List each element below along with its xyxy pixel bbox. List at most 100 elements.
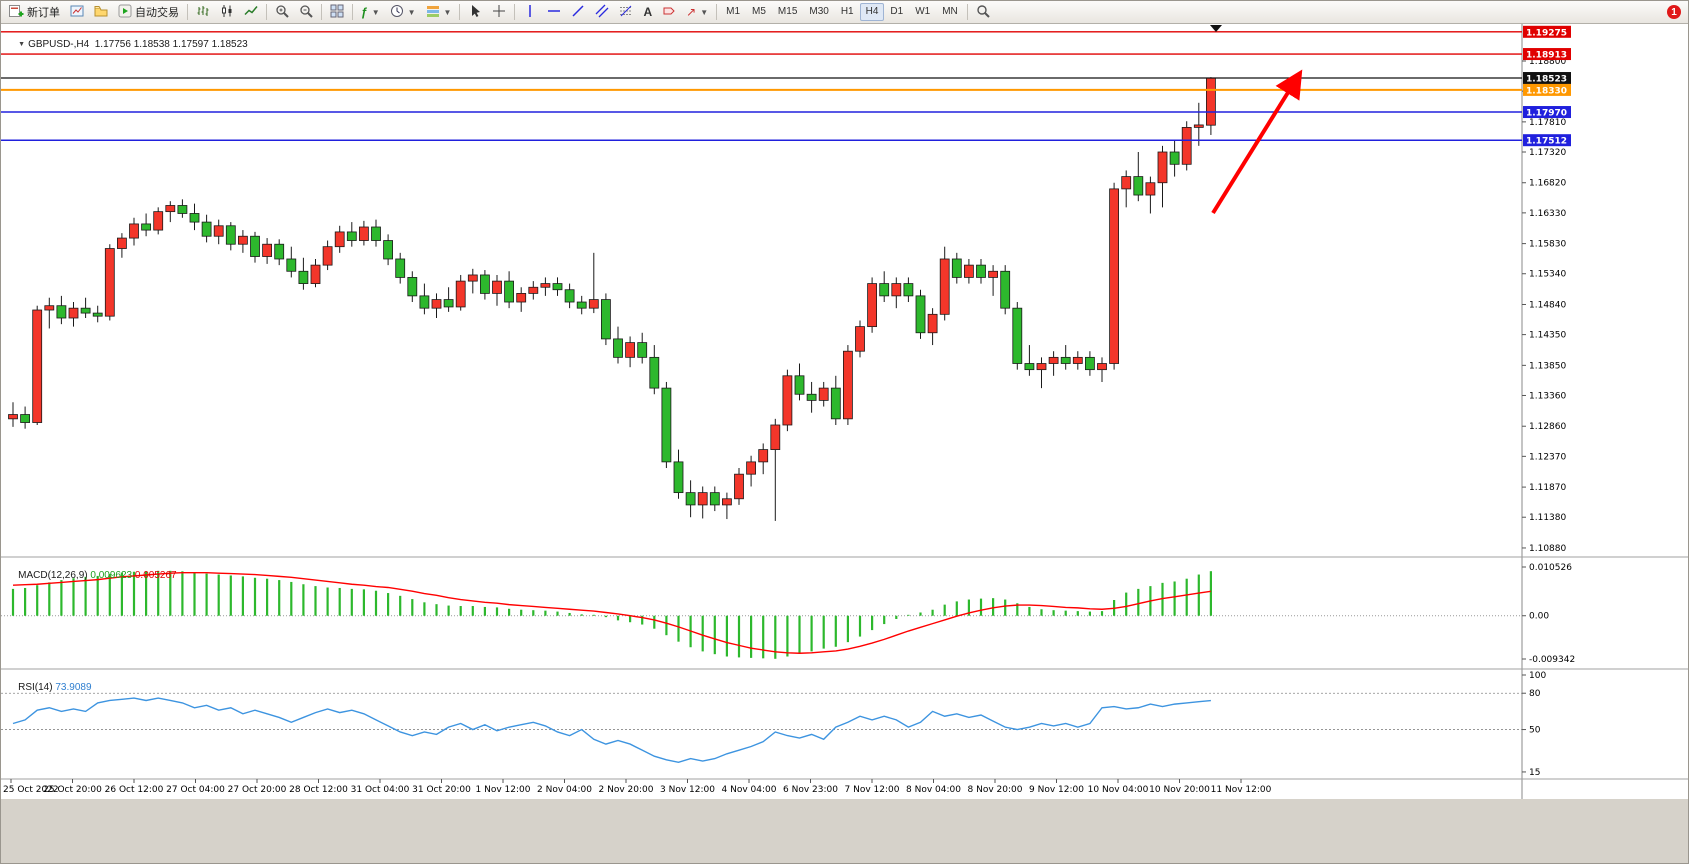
trendline-button[interactable]	[566, 2, 590, 22]
candle-body	[225, 225, 236, 245]
notification-badge[interactable]: 1	[1667, 5, 1681, 19]
time-axis-label: 26 Oct 12:00	[105, 785, 164, 795]
toolbar-separator	[352, 4, 353, 20]
profiles-button[interactable]	[89, 2, 113, 22]
candle-body	[843, 350, 853, 420]
candlestick-chart-button[interactable]	[215, 2, 239, 22]
scroll-to-end-marker[interactable]	[1210, 25, 1222, 32]
candle-body	[576, 301, 587, 309]
candle-body	[540, 283, 551, 288]
macd-axis-label: -0.009342	[1529, 655, 1575, 665]
vertical-line-button[interactable]	[518, 2, 542, 22]
zoom-in-button[interactable]	[270, 2, 294, 22]
candle-body	[613, 338, 623, 358]
price-axis[interactable]: 1.188001.183101.178101.173201.168201.163…	[1522, 25, 1571, 554]
candle-body	[443, 299, 454, 308]
tile-windows-button[interactable]	[325, 2, 349, 22]
candle-body	[964, 264, 974, 278]
candle-body	[1024, 363, 1035, 371]
candle-body	[213, 225, 224, 237]
time-axis-label: 7 Nov 12:00	[845, 785, 900, 795]
charts-button[interactable]	[65, 2, 89, 22]
text-icon: A	[643, 5, 653, 19]
caret-down-icon: ▼	[700, 7, 709, 17]
candle-body	[1157, 151, 1168, 184]
auto-trading-button[interactable]: 自动交易	[113, 2, 184, 22]
channel-button[interactable]	[590, 2, 614, 22]
time-axis-label: 11 Nov 12:00	[1211, 785, 1272, 795]
time-axis-label: 6 Nov 23:00	[783, 785, 838, 795]
price-axis-label: 1.15830	[1529, 240, 1566, 250]
horizontal-line-button[interactable]	[542, 2, 566, 22]
indicators-button[interactable]: ƒ ▼	[356, 2, 385, 22]
price-axis-label: 1.11870	[1529, 483, 1566, 493]
notification-count: 1	[1671, 6, 1677, 18]
candle-body	[455, 280, 466, 308]
cursor-button[interactable]	[463, 2, 487, 22]
fibonacci-button[interactable]	[614, 2, 638, 22]
candle-body	[1169, 151, 1180, 165]
time-axis-label: 10 Nov 20:00	[1149, 785, 1210, 795]
horizontal-lines	[1, 31, 1522, 141]
text-label-button[interactable]	[657, 2, 681, 22]
candle-body	[274, 243, 285, 260]
candle-body	[262, 243, 273, 257]
zoom-out-button[interactable]	[294, 2, 318, 22]
macd-axis-label: 0.00	[1529, 612, 1549, 622]
price-axis-label: 1.16820	[1529, 179, 1566, 189]
candle-body	[1206, 77, 1216, 126]
macd-signal-line	[12, 571, 1211, 654]
price-line-badge	[1523, 106, 1571, 119]
candle-body	[758, 449, 769, 463]
candle-body	[20, 414, 31, 423]
candle-body	[322, 246, 333, 266]
time-axis-label: 3 Nov 12:00	[660, 785, 715, 795]
timeframe-button-m5[interactable]: M5	[752, 6, 766, 17]
timeframe-button-m15[interactable]: M15	[777, 6, 798, 17]
candle-body	[1097, 363, 1107, 371]
crosshair-button[interactable]	[487, 2, 511, 22]
templates-button[interactable]: ▼	[421, 2, 457, 22]
candle-body	[1048, 356, 1059, 364]
timeframe-button-m1[interactable]: M1	[726, 6, 741, 17]
candle-body	[492, 280, 502, 294]
line-chart-icon	[244, 4, 258, 21]
timeframe-button-h1[interactable]: H1	[840, 6, 854, 17]
timeframe-button-m30[interactable]: M30	[809, 6, 829, 17]
caret-down-icon: ▼	[407, 7, 416, 17]
time-axis-label: 31 Oct 20:00	[412, 785, 471, 795]
timeframe-button-d1[interactable]: D1	[890, 6, 904, 17]
charts-icon	[70, 4, 84, 21]
cursor-icon	[468, 4, 482, 21]
trend-arrow-annotation[interactable]	[1211, 69, 1303, 215]
price-line-badge	[1523, 83, 1571, 96]
chart-canvas[interactable]: 1.188001.183101.178101.173201.168201.163…	[1, 23, 1689, 864]
candle-body	[153, 211, 164, 231]
timeframe-button-w1[interactable]: W1	[915, 6, 931, 17]
candle-body	[129, 223, 139, 239]
candle-body	[806, 393, 817, 401]
text-button[interactable]: A	[638, 2, 657, 22]
candle-body	[504, 280, 515, 303]
new-order-button[interactable]: 新订单	[4, 2, 65, 22]
channel-icon	[595, 4, 609, 21]
timeframe-button-mn[interactable]: MN	[942, 6, 958, 17]
zoom-out-icon	[299, 4, 313, 21]
periods-button[interactable]: ▼	[385, 2, 421, 22]
timeframe-button-h4[interactable]: H4	[859, 3, 885, 21]
new-order-icon	[9, 4, 24, 21]
arrows-button[interactable]: ↗ ▼	[681, 2, 713, 22]
candle-body	[988, 270, 998, 278]
price-axis-label: 1.12860	[1529, 422, 1566, 432]
candle-body	[346, 231, 357, 241]
bar-chart-button[interactable]	[191, 2, 215, 22]
rsi-axis-label: 100	[1529, 671, 1546, 681]
line-chart-button[interactable]	[239, 2, 263, 22]
candle-body	[552, 283, 563, 291]
time-axis-label: 25 Oct 2022	[3, 785, 59, 795]
candle-body	[903, 283, 914, 297]
price-axis-label: 1.16330	[1529, 209, 1566, 219]
search-button[interactable]	[971, 2, 995, 22]
